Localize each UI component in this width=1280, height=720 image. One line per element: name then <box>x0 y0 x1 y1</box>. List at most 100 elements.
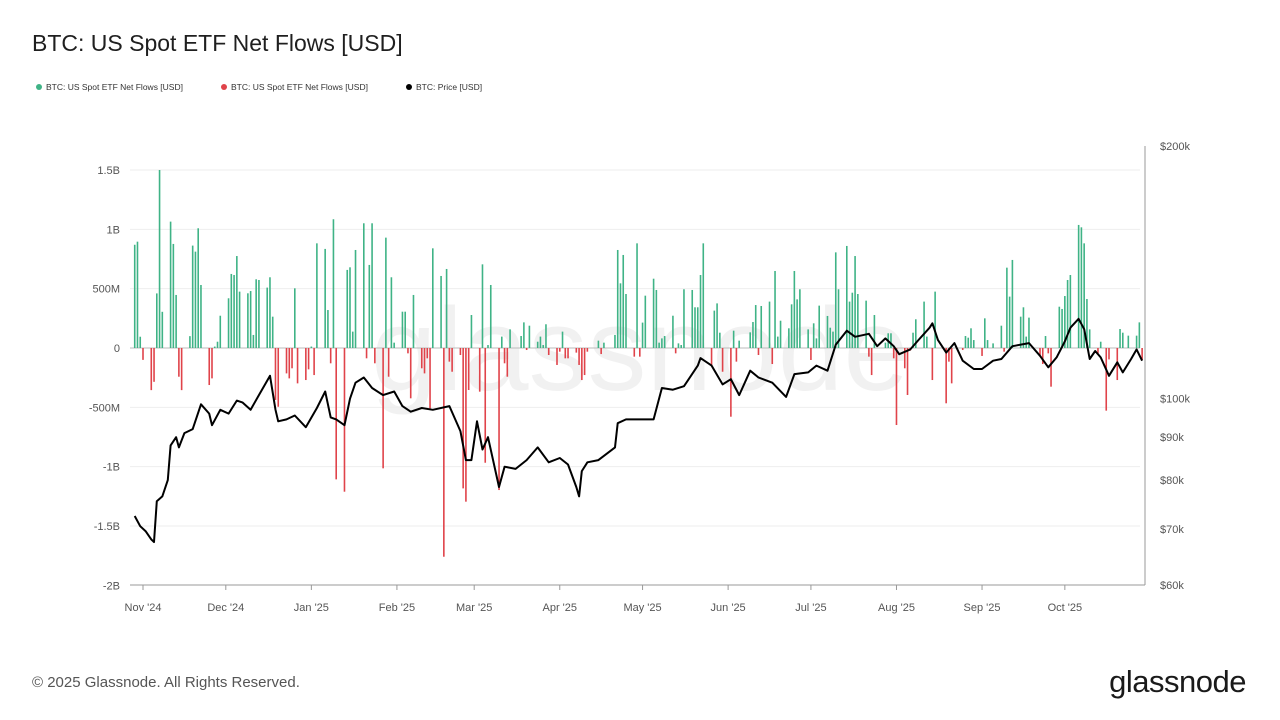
outflow-bar <box>730 348 732 417</box>
inflow-bar <box>837 289 840 348</box>
inflow-bar <box>636 243 638 348</box>
inflow-bar <box>351 331 354 348</box>
inflow-bar <box>316 243 318 348</box>
copyright-footer: © 2025 Glassnode. All Rights Reserved. <box>32 674 300 691</box>
inflow-bar <box>964 336 967 348</box>
inflow-bar <box>752 322 754 348</box>
inflow-bar <box>1088 329 1091 348</box>
outflow-bar <box>150 348 153 391</box>
outflow-bar <box>407 348 409 354</box>
x-tick-label: Dec '24 <box>207 602 244 614</box>
inflow-bar <box>984 318 986 348</box>
outflow-bar <box>462 348 464 489</box>
outflow-bar <box>906 348 909 395</box>
inflow-bar <box>401 311 404 348</box>
y-left-tick-label: 1.5B <box>97 165 120 177</box>
x-tick-label: Jan '25 <box>294 602 329 614</box>
inflow-bar <box>793 270 796 348</box>
inflow-bar <box>807 329 809 348</box>
inflow-bar <box>915 319 917 348</box>
outflow-bar <box>498 348 500 491</box>
outflow-bar <box>274 348 277 400</box>
outflow-bar <box>503 348 506 364</box>
inflow-bar <box>139 336 142 348</box>
inflow-bar <box>1069 275 1072 348</box>
inflow-bar <box>197 228 199 348</box>
outflow-bar <box>525 348 528 351</box>
inflow-bar <box>1127 335 1130 348</box>
inflow-bar <box>310 346 313 348</box>
inflow-bar <box>271 316 274 348</box>
outflow-bar <box>426 348 429 359</box>
outflow-bar <box>868 348 870 357</box>
inflow-bar <box>161 311 164 348</box>
inflow-bar <box>655 289 658 348</box>
outflow-bar <box>1105 348 1108 411</box>
outflow-bar <box>810 348 812 360</box>
glassnode-logo: glassnode <box>1109 664 1246 699</box>
outflow-bar <box>387 348 390 377</box>
legend-item-price[interactable]: BTC: Price [USD] <box>405 82 482 92</box>
inflow-bar <box>1011 259 1014 348</box>
inflow-bar <box>213 346 216 348</box>
inflow-bar <box>796 299 798 348</box>
inflow-bar <box>625 294 627 348</box>
legend-dot-black-icon <box>405 84 412 90</box>
inflow-bar <box>663 336 666 348</box>
inflow-bar <box>1080 227 1083 348</box>
flow-bars <box>133 170 1143 557</box>
outflow-bar <box>1041 348 1044 365</box>
y-right-tick-label: $90k <box>1160 432 1184 444</box>
inflow-bar <box>986 340 989 348</box>
y-left-tick-label: 0 <box>114 343 120 355</box>
inflow-bar <box>683 289 685 348</box>
inflow-bar <box>694 307 696 348</box>
inflow-bar <box>509 329 511 348</box>
inflow-bar <box>1099 341 1102 348</box>
outflow-bar <box>567 348 569 359</box>
inflow-bar <box>926 336 928 348</box>
outflow-bar <box>211 348 213 379</box>
inflow-bar <box>857 294 859 348</box>
outflow-bar <box>721 348 724 372</box>
x-tick-label: Feb '25 <box>379 602 415 614</box>
inflow-bar <box>713 310 716 348</box>
inflow-bar <box>614 334 616 348</box>
inflow-bar <box>133 244 136 348</box>
y-right-tick-label: $60k <box>1160 580 1184 592</box>
inflow-bar <box>846 245 848 348</box>
inflow-bar <box>216 341 219 348</box>
inflow-bar <box>269 277 271 348</box>
inflow-bar <box>923 301 925 348</box>
outflow-bar <box>575 348 578 353</box>
inflow-bar <box>738 340 740 348</box>
inflow-bar <box>371 223 373 348</box>
inflow-bar <box>1122 332 1124 348</box>
outflow-bar <box>277 348 280 407</box>
outflow-bar <box>586 348 589 352</box>
legend-item-outflows[interactable]: BTC: US Spot ETF Net Flows [USD] <box>220 82 368 92</box>
inflow-bar <box>658 342 660 348</box>
outflow-bar <box>178 348 180 377</box>
inflow-bar <box>368 264 371 348</box>
inflow-bar <box>641 322 644 348</box>
outflow-bar <box>547 348 550 356</box>
outflow-bar <box>1108 348 1110 360</box>
outflow-bar <box>735 348 738 362</box>
price-line <box>133 317 1143 544</box>
inflow-bar <box>865 300 867 348</box>
legend-item-inflows[interactable]: BTC: US Spot ETF Net Flows [USD] <box>36 82 183 92</box>
inflow-bar <box>236 256 238 348</box>
inflow-bar <box>440 275 442 348</box>
x-tick-label: Aug '25 <box>878 602 915 614</box>
inflow-bar <box>363 223 365 348</box>
x-tick-label: Jul '25 <box>795 602 826 614</box>
inflow-bar <box>768 301 771 348</box>
inflow-bar <box>230 273 233 348</box>
inflow-bar <box>616 249 619 348</box>
inflow-bar <box>238 291 241 348</box>
y-right-tick-label: $80k <box>1160 475 1184 487</box>
y-left-tick-label: -1.5B <box>94 521 120 533</box>
inflow-bar <box>523 322 525 348</box>
